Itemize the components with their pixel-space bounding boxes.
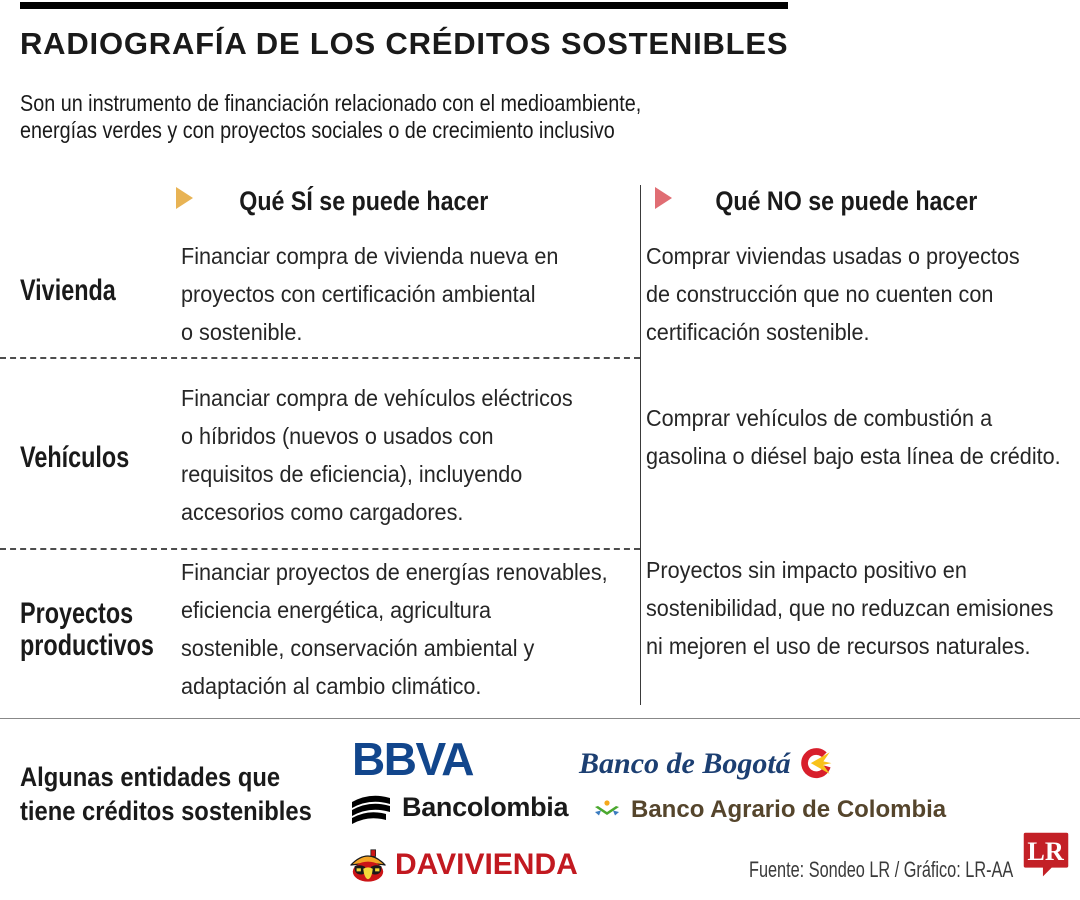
svg-text:LR: LR: [1027, 837, 1064, 866]
